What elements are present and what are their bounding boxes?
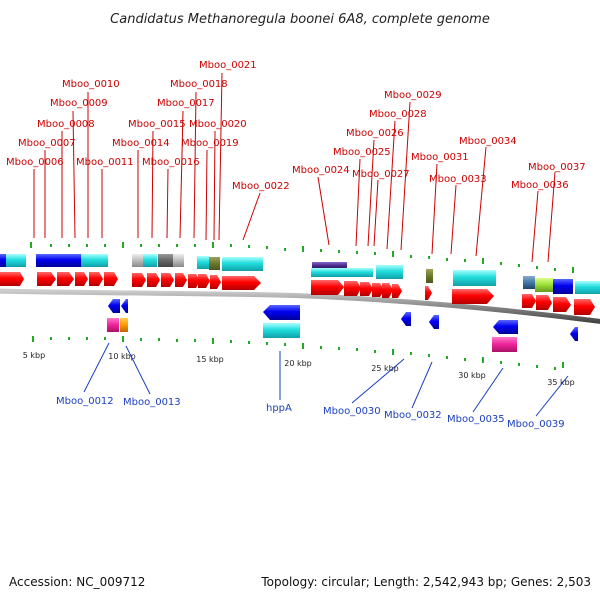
scale-label: 20 kbp	[284, 359, 312, 368]
gene-label[interactable]: Mboo_0018	[170, 79, 228, 90]
genome-stats-text: Topology: circular; Length: 2,542,943 bp…	[260, 575, 591, 589]
gene-label[interactable]: Mboo_0025	[333, 147, 391, 158]
scale-label: 15 kbp	[196, 355, 224, 364]
scale-label: 30 kbp	[458, 371, 486, 380]
reverse-cds-track	[108, 299, 578, 341]
gene-label[interactable]: Mboo_0026	[346, 128, 404, 139]
lower-feature-boxes	[107, 318, 517, 352]
gene-label[interactable]: Mboo_0013	[123, 397, 181, 408]
gene-label[interactable]: Mboo_0030	[323, 406, 381, 417]
gene-label[interactable]: hppA	[266, 403, 292, 414]
upper-feature-boxes	[0, 254, 600, 294]
gene-label[interactable]: Mboo_0007	[18, 138, 76, 149]
forward-cds-track	[0, 272, 595, 315]
gene-label[interactable]: Mboo_0022	[232, 181, 290, 192]
gene-label[interactable]: Mboo_0029	[384, 90, 442, 101]
gene-label[interactable]: Mboo_0032	[384, 410, 442, 421]
gene-label[interactable]: Mboo_0014	[112, 138, 170, 149]
gene-label[interactable]: Mboo_0027	[352, 169, 410, 180]
gene-label[interactable]: Mboo_0008	[37, 119, 95, 130]
gene-label[interactable]: Mboo_0016	[142, 157, 200, 168]
gene-label[interactable]: Mboo_0035	[447, 414, 505, 425]
map-title: Candidatus Methanoregula boonei 6A8, com…	[110, 12, 490, 27]
upper-leader-lines	[33, 72, 556, 263]
gene-label[interactable]: Mboo_0015	[128, 119, 186, 130]
gene-label[interactable]: Mboo_0019	[181, 138, 239, 149]
sequence-ticks	[30, 242, 574, 370]
gene-label[interactable]: Mboo_0009	[50, 98, 108, 109]
gene-label[interactable]: Mboo_0037	[528, 162, 586, 173]
gene-label[interactable]: Mboo_0034	[459, 136, 517, 147]
gene-label[interactable]: Mboo_0024	[292, 165, 350, 176]
lower-leader-lines	[83, 342, 569, 417]
gene-label[interactable]: Mboo_0012	[56, 396, 114, 407]
gene-label[interactable]: Mboo_0006	[6, 157, 64, 168]
gene-label[interactable]: Mboo_0021	[199, 60, 257, 71]
backbone	[0, 288, 600, 324]
gene-label[interactable]: Mboo_0010	[62, 79, 120, 90]
gene-label[interactable]: Mboo_0011	[76, 157, 134, 168]
gene-label[interactable]: Mboo_0020	[189, 119, 247, 130]
lower-gene-labels: Mboo_0012 Mboo_0013 hppA Mboo_0030 Mboo_…	[56, 396, 565, 430]
scale-label: 25 kbp	[371, 364, 399, 373]
scale-label: 5 kbp	[23, 351, 45, 360]
gene-label[interactable]: Mboo_0028	[369, 109, 427, 120]
scale-labels: 5 kbp 10 kbp 15 kbp 20 kbp 25 kbp 30 kbp…	[23, 351, 575, 387]
accession-text: Accession: NC_009712	[9, 575, 145, 589]
gene-label[interactable]: Mboo_0033	[429, 174, 487, 185]
gene-label[interactable]: Mboo_0031	[411, 152, 469, 163]
gene-label[interactable]: Mboo_0039	[507, 419, 565, 430]
gene-label[interactable]: Mboo_0036	[511, 180, 569, 191]
gene-label[interactable]: Mboo_0017	[157, 98, 215, 109]
scale-label: 35 kbp	[547, 378, 575, 387]
scale-label: 10 kbp	[108, 352, 136, 361]
upper-gene-labels: Mboo_0006 Mboo_0007 Mboo_0008 Mboo_0009 …	[6, 60, 586, 192]
